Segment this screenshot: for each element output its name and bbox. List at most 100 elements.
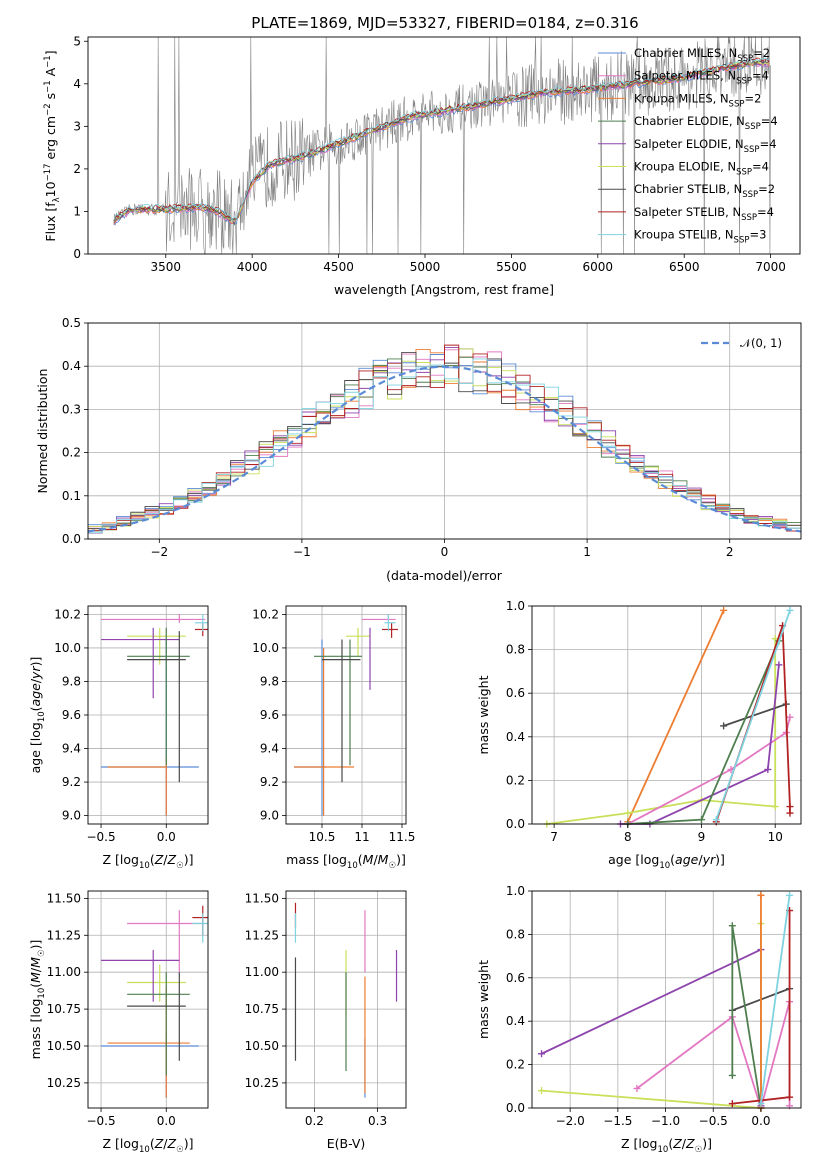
point-marker — [757, 891, 765, 899]
series-kroupa-miles — [624, 606, 728, 826]
y-tick-label: 0.8 — [506, 643, 525, 657]
y-tick-label: 1.0 — [506, 599, 525, 613]
x-tick-label: −1.5 — [603, 1114, 632, 1128]
error-bar-salpeter-stelib — [192, 905, 208, 936]
x-tick-label: 9 — [698, 830, 706, 844]
legend-label: Chabrier STELIB, NSSP=2 — [634, 182, 775, 200]
y-tick-label: 10.75 — [245, 1002, 279, 1016]
x-tick-label: −2 — [150, 545, 168, 559]
y-tick-label: 0.2 — [62, 446, 81, 460]
y-tick-label: 9.2 — [260, 775, 279, 789]
y-axis-label: mass weight — [476, 960, 491, 1039]
error-bar-chabrier-elodie — [127, 627, 190, 766]
point-marker — [786, 713, 794, 721]
error-bar-chabrier-elodie — [127, 972, 190, 1076]
x-tick-label: 5500 — [496, 260, 527, 274]
y-tick-label: 0.3 — [62, 402, 81, 416]
error-bar-salpeter-miles — [101, 614, 206, 623]
legend-label: 𝒩(0, 1) — [740, 336, 782, 350]
y-tick-label: 0.0 — [62, 532, 81, 546]
x-tick-label: 11 — [354, 830, 369, 844]
y-tick-label: 0.4 — [62, 359, 81, 373]
series-line — [731, 925, 762, 1109]
point-marker — [720, 606, 728, 614]
y-tick-label: 0.6 — [506, 971, 525, 985]
legend-label: Kroupa MILES, NSSP=2 — [634, 91, 761, 109]
y-tick-label: 0.0 — [506, 817, 525, 831]
y-tick-label: 11.25 — [245, 928, 279, 942]
x-tick-label: 0.0 — [157, 1114, 176, 1128]
y-axis-label: mass [log10(M/M☉)] — [28, 940, 47, 1060]
y-tick-label: 9.8 — [62, 674, 81, 688]
y-tick-label: 11.00 — [47, 965, 81, 979]
x-tick-label: 0.3 — [368, 1114, 387, 1128]
plot-frame — [285, 890, 407, 1109]
error-bar-kroupa-elodie — [127, 964, 186, 1002]
age-vs-metallicity-panel: −0.5 0.0 9.0 9.2 9.4 9.6 9.8 10.0 10.2 Z [log10(Z… — [28, 605, 209, 871]
y-tick-label: 3 — [73, 119, 81, 133]
y-tick-label: 9.6 — [62, 708, 81, 722]
point-marker — [624, 809, 632, 817]
point-marker — [757, 1100, 765, 1108]
y-axis-label: Normed distribution — [35, 369, 50, 494]
error-bar-salpeter-elodie — [101, 627, 180, 699]
x-axis-label: wavelength [Angstrom, rest frame] — [334, 282, 554, 297]
series-line — [626, 609, 725, 823]
error-bar-salpeter-stelib — [194, 622, 208, 637]
point-marker — [728, 922, 736, 930]
error-bar-chabrier-stelib — [322, 639, 361, 783]
y-tick-label: 10.25 — [245, 1076, 279, 1090]
plot-frame — [87, 36, 801, 255]
x-tick-label: −0.5 — [86, 830, 115, 844]
legend: Chabrier MILES, NSSP=2 Salpeter MILES, NS… — [598, 46, 778, 246]
series-kroupa-stelib — [757, 891, 794, 1108]
model-spectrum-line-salpeter-stelib — [113, 57, 770, 221]
series-kroupa-stelib — [712, 606, 794, 824]
y-tick-label: 9.2 — [62, 775, 81, 789]
x-tick-label: 1 — [583, 545, 591, 559]
series-line — [627, 640, 780, 825]
y-tick-label: 5 — [73, 34, 81, 48]
observed-spectrum-line — [113, 36, 771, 255]
point-marker — [786, 891, 794, 899]
y-tick-label: 9.0 — [260, 809, 279, 823]
y-tick-label: 10.75 — [47, 1002, 81, 1016]
y-tick-label: 11.00 — [245, 965, 279, 979]
mass-weight-vs-age-panel: 7 8 9 10 0.0 0.2 0.4 0.6 0.8 1.0 age [log10(age/yr… — [476, 599, 802, 871]
series-kroupa-elodie — [543, 635, 779, 828]
y-tick-label: 2 — [73, 162, 81, 176]
legend-label: Kroupa ELODIE, NSSP=4 — [634, 160, 769, 178]
y-tick-label: 0.4 — [506, 1014, 525, 1028]
x-tick-label: −2.0 — [556, 1114, 585, 1128]
x-tick-label: 7000 — [755, 260, 786, 274]
series-line — [723, 703, 787, 727]
x-tick-label: 6500 — [669, 260, 700, 274]
model-spectrum-line-salpeter-miles — [113, 61, 770, 225]
error-bar-chabrier-stelib — [127, 972, 186, 1061]
error-bar-chabrier-miles — [101, 639, 199, 816]
y-tick-label: 0 — [73, 247, 81, 261]
y-tick-label: 9.6 — [260, 708, 279, 722]
point-marker — [786, 809, 794, 817]
error-bar-chabrier-elodie — [314, 639, 362, 766]
x-axis-label: age [log10(age/yr)] — [608, 852, 725, 871]
error-bar-kroupa-stelib — [384, 614, 396, 632]
x-tick-label: −0.5 — [699, 1114, 728, 1128]
x-tick-label: 10.5 — [309, 830, 336, 844]
error-bar-kroupa-stelib — [192, 913, 208, 943]
series-line — [627, 716, 791, 825]
point-marker — [786, 606, 794, 614]
error-bar-salpeter-elodie — [101, 950, 180, 1002]
y-tick-label: 0.2 — [506, 1058, 525, 1072]
plot-frame — [531, 890, 802, 1109]
histogram-kroupa-stelib — [88, 358, 801, 534]
plot-frame — [531, 605, 802, 825]
age-vs-mass-panel: 10.5 11 11.5 9.0 9.2 9.4 9.6 9.8 10.0 10.2 mass [l… — [252, 605, 415, 871]
y-tick-label: 0.6 — [506, 686, 525, 700]
error-bar-kroupa-elodie — [127, 627, 186, 665]
x-tick-label: −0.5 — [86, 1114, 115, 1128]
model-spectrum-line-kroupa-elodie — [113, 60, 770, 223]
error-bar-kroupa-elodie — [346, 627, 370, 657]
series-salpeter-elodie — [616, 661, 783, 828]
